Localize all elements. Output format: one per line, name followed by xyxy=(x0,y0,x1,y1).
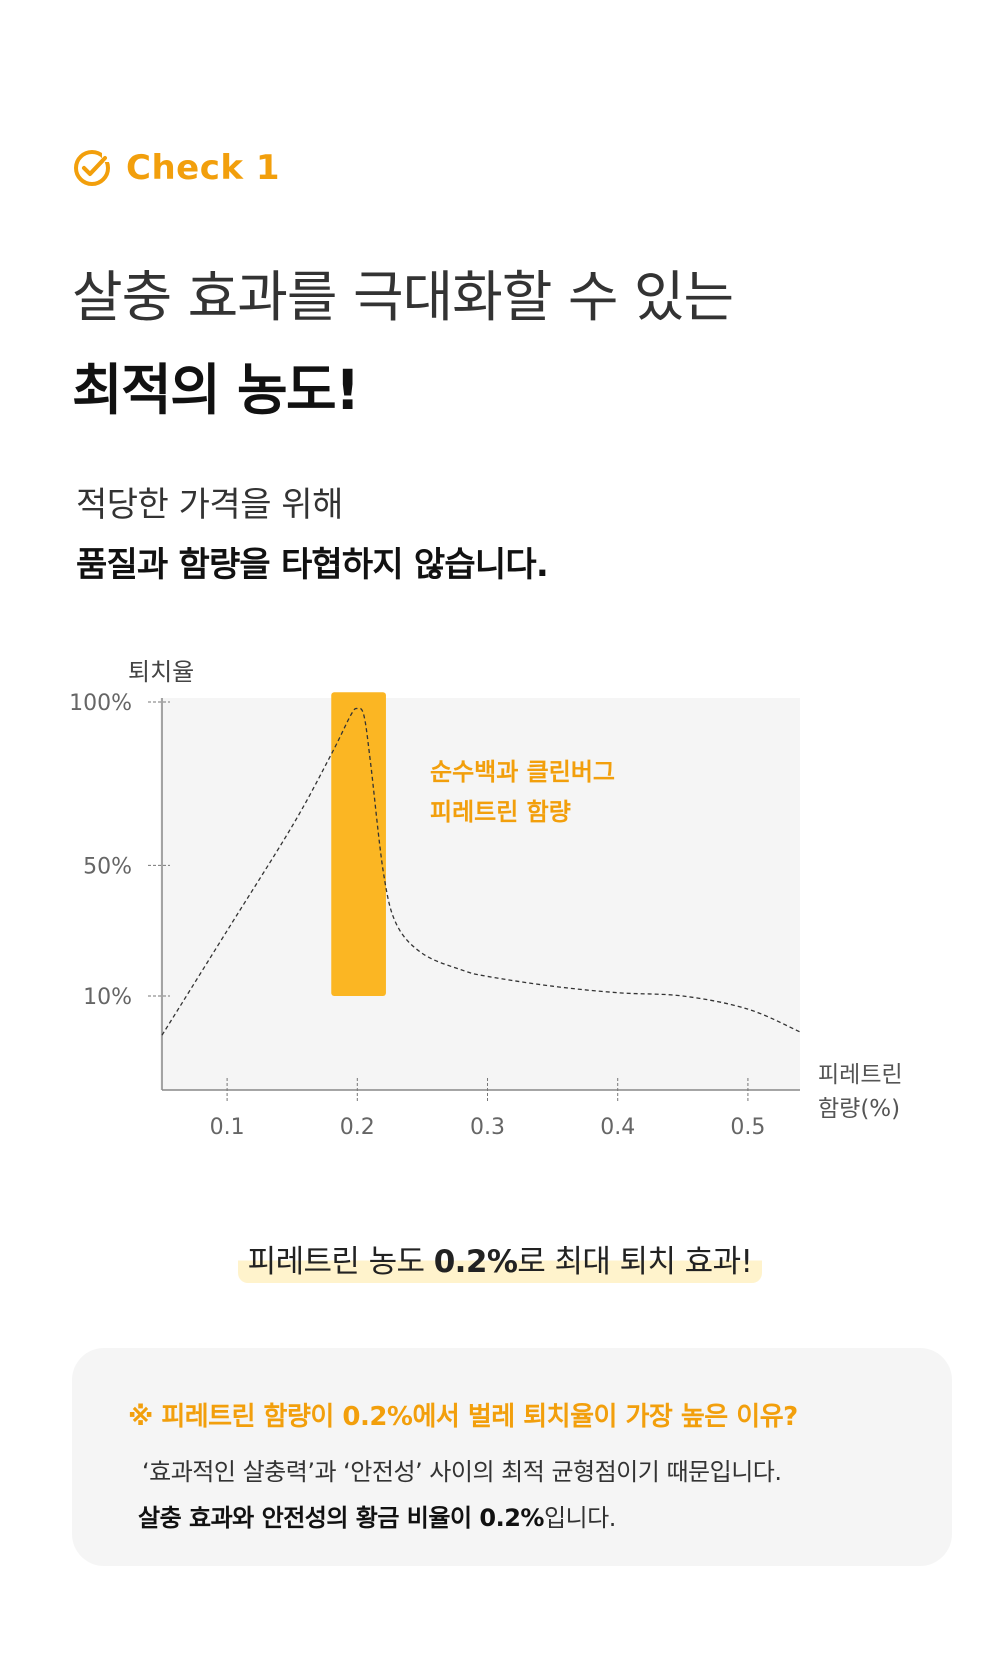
annotation-line1: 순수백과 클린버그 xyxy=(430,758,615,786)
efficacy-curve xyxy=(161,707,801,1036)
x-tick-label: 0.2 xyxy=(340,1115,375,1140)
y-tick-label: 100% xyxy=(69,691,132,716)
note-title: ※ 피레트린 함량이 0.2%에서 벌레 퇴치율이 가장 높은 이유? xyxy=(128,1402,798,1432)
note-line1: ‘효과적인 살충력’과 ‘안전성’ 사이의 최적 균형점이기 때문입니다. xyxy=(142,1458,782,1486)
highlight-callout: 피레트린 농도 0.2%로 최대 퇴치 효과! xyxy=(237,1230,763,1283)
note-line2-rest: 입니다. xyxy=(543,1504,616,1532)
annotation-line2: 피레트린 함량 xyxy=(430,798,571,826)
plot-area xyxy=(160,698,800,1090)
subtitle-line1: 적당한 가격을 위해 xyxy=(76,485,343,525)
y-axis-label: 퇴치율 xyxy=(128,658,194,686)
y-tick-label: 10% xyxy=(83,985,132,1010)
check-circle-icon xyxy=(74,150,112,186)
note-line2: 살충 효과와 안전성의 황금 비율이 0.2%입니다. xyxy=(138,1498,616,1533)
y-tick-label: 50% xyxy=(83,854,132,879)
x-tick-label: 0.1 xyxy=(210,1115,245,1140)
x-tick-label: 0.3 xyxy=(470,1115,505,1140)
subtitle-line2: 품질과 함량을 타협하지 않습니다. xyxy=(76,545,549,585)
highlight-text-after: 로 최대 퇴치 효과! xyxy=(517,1244,753,1280)
page-title-line1: 살충 효과를 극대화할 수 있는 xyxy=(72,265,734,329)
highlight-text-before: 피레트린 농도 xyxy=(247,1244,434,1280)
note-line2-bold: 살충 효과와 안전성의 황금 비율이 0.2% xyxy=(138,1504,544,1532)
check-label: Check 1 xyxy=(126,148,280,188)
x-tick-label: 0.5 xyxy=(730,1115,765,1140)
note-box: ※ 피레트린 함량이 0.2%에서 벌레 퇴치율이 가장 높은 이유? ‘효과적… xyxy=(72,1348,952,1566)
x-axis-label-line2: 함량(%) xyxy=(818,1096,900,1122)
x-tick-label: 0.4 xyxy=(600,1115,635,1140)
check-heading: Check 1 xyxy=(72,148,280,188)
highlight-band xyxy=(331,692,386,996)
highlight-text-bold: 0.2% xyxy=(433,1244,518,1280)
x-axis-label-line1: 피레트린 xyxy=(818,1062,903,1088)
concentration-chart: 퇴치율 피레트린 함량(%) 100% 50% 10% 0.1 0.2 0.3 0.4 0.… xyxy=(69,658,903,1140)
page-title-line2: 최적의 농도! xyxy=(72,358,360,422)
